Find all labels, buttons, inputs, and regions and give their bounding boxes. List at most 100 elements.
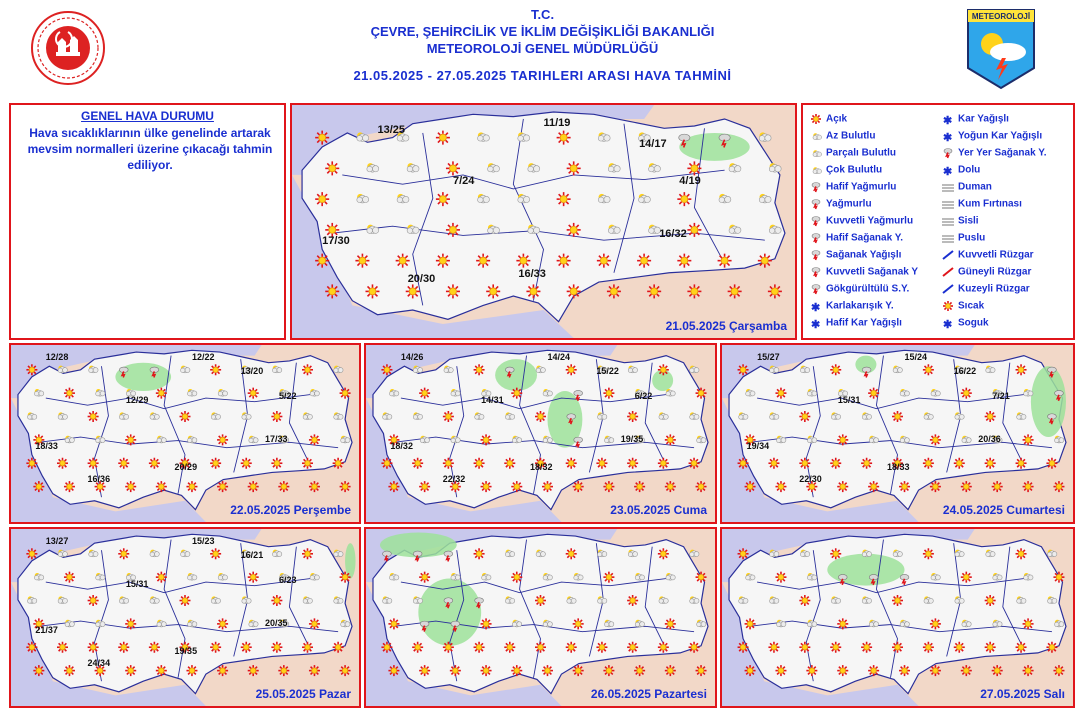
region-border [38, 436, 339, 449]
region-border [163, 355, 186, 494]
partly-cloudy-icon [443, 365, 454, 374]
map-canvas [366, 345, 715, 522]
map-day-1: 13/25 11/19 14/17 4/19 7/24 17/30 16/32 20/30 16… [290, 103, 797, 340]
partly-cloudy-icon [119, 412, 130, 420]
legend-item: Kuvvetli Yağmurlu [809, 215, 913, 227]
sun-icon [1022, 618, 1034, 630]
sun-icon [419, 481, 431, 493]
mediterranean-sea [292, 174, 574, 338]
sun-icon [504, 641, 516, 653]
partly-cloudy-icon [356, 193, 370, 204]
thunderstorm-icon [1054, 390, 1064, 402]
thunderstorm-icon [119, 366, 129, 378]
map-canvas [722, 345, 1073, 522]
partly-cloudy-icon [272, 365, 283, 374]
partly-cloudy-icon [696, 435, 707, 444]
partly-cloudy-icon [340, 619, 351, 628]
legend-label: Kum Fırtınası [958, 198, 1022, 210]
rain-area [547, 391, 583, 448]
partly-cloudy-icon [241, 365, 252, 374]
legend-label: Az Bulutlu [826, 130, 876, 142]
partly-cloudy-icon [648, 163, 661, 173]
sun-icon [217, 665, 229, 677]
sun-icon [775, 665, 787, 677]
sun-icon [572, 618, 584, 630]
partly-cloudy-icon [1054, 435, 1065, 444]
partly-cloudy-icon [769, 596, 780, 604]
legend-label: Kuvvetli Yağmurlu [826, 215, 914, 227]
day-date-label: 25.05.2025 Pazar [255, 687, 351, 701]
partly-cloudy-icon [961, 435, 972, 444]
sun-icon [861, 641, 873, 653]
partly-cloudy-icon [126, 573, 136, 581]
region-border [393, 436, 695, 449]
mediterranean-sea [722, 398, 919, 522]
sun-icon [419, 571, 431, 583]
black-sea [722, 529, 975, 583]
sun-icon [922, 641, 934, 653]
partly-cloudy-icon [831, 596, 841, 604]
thunderstorm-icon [573, 436, 583, 448]
partly-cloudy-icon [597, 132, 611, 142]
sun-icon [1046, 457, 1058, 469]
sun-icon [278, 665, 290, 677]
region-border [875, 355, 898, 494]
header-dates: 21.05.2025 - 27.05.2025 TARIHLERI ARASI … [353, 68, 732, 83]
sun-icon [125, 481, 137, 493]
sun-icon [603, 481, 615, 493]
sun-icon [155, 387, 167, 399]
partly-cloudy-icon [149, 412, 160, 420]
partly-cloudy-icon [481, 573, 492, 581]
region-border [757, 394, 1024, 410]
sun-icon [405, 284, 420, 299]
cloud-icon [812, 167, 822, 175]
day-date-label: 23.05.2025 Cuma [610, 503, 707, 517]
sun-icon [381, 364, 393, 376]
sun-icon [960, 665, 972, 677]
sun-icon [596, 457, 608, 469]
ministry-logo [31, 11, 105, 85]
rain-area [652, 369, 674, 392]
region-border [519, 355, 541, 494]
sun-icon [647, 284, 662, 299]
sun-icon [247, 387, 259, 399]
rain-icon [943, 148, 953, 159]
partly-cloudy-icon [57, 549, 68, 558]
partly-cloudy-icon [769, 365, 780, 374]
sun-icon [1015, 364, 1027, 376]
sun-icon [899, 481, 911, 493]
sun-icon [556, 253, 571, 268]
legend-label: Duman [958, 181, 992, 193]
rain-area [1030, 366, 1066, 438]
region-border [750, 436, 1052, 449]
wind-icon [942, 250, 954, 260]
sun-icon [929, 481, 941, 493]
general-weather-title: GENEL HAVA DURUMU [81, 109, 214, 123]
day-date-label: 21.05.2025 Çarşamba [665, 319, 787, 333]
sun-icon [26, 457, 38, 469]
general-weather-panel: GENEL HAVA DURUMU Hava sıcaklıklarının ü… [9, 103, 286, 340]
black-sea [722, 345, 975, 399]
temperature-label: 21/37 [35, 624, 58, 635]
temperature-label: 14/17 [639, 137, 667, 150]
sun-icon [657, 457, 669, 469]
partly-cloudy-icon [95, 389, 106, 397]
mediterranean-sea [11, 398, 206, 522]
sun-icon [775, 571, 787, 583]
sun-icon [247, 481, 259, 493]
partly-cloudy-icon [665, 389, 676, 397]
sun-icon [388, 434, 400, 446]
sun-icon [960, 481, 972, 493]
temperature-label: 12/28 [45, 352, 69, 363]
partly-cloudy-icon [382, 596, 393, 604]
temperature-label: 18/33 [886, 461, 910, 472]
legend-label: Kuvvetli Sağanak Y [826, 266, 919, 278]
snow-icon: ✱ [943, 166, 952, 176]
sun-icon [125, 618, 137, 630]
sun-icon [1053, 481, 1065, 493]
sun-icon [315, 192, 330, 207]
legend-item: Açık [809, 113, 847, 125]
sun-icon [480, 434, 492, 446]
legend-label: Hafif Yağmurlu [826, 181, 897, 193]
sun-icon [806, 665, 818, 677]
